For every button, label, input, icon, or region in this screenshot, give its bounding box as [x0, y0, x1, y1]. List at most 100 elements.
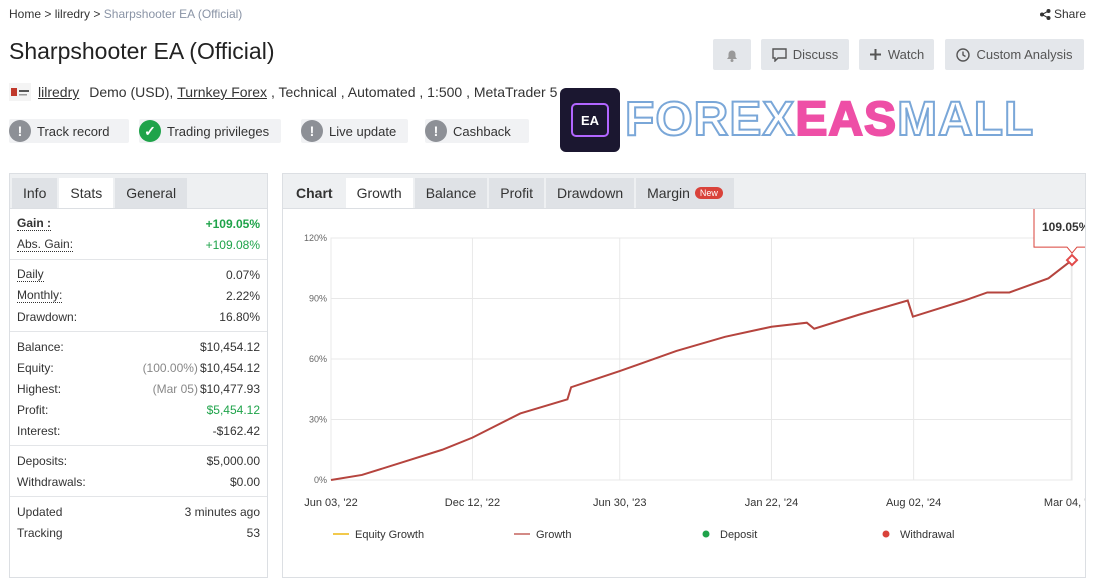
logo-icon: EA — [560, 88, 620, 152]
badge-label: Track record — [37, 123, 110, 139]
analysis-button[interactable]: Custom Analysis — [945, 39, 1084, 70]
tab[interactable]: Info — [12, 178, 58, 208]
stats-row: Balance: $10,454.12 — [10, 336, 267, 357]
stat-label: Daily — [17, 267, 44, 282]
broker-link[interactable]: Turnkey Forex — [177, 84, 267, 100]
tab[interactable]: Growth — [345, 178, 413, 208]
x-tick-label: Dec 12, '22 — [445, 497, 500, 509]
stat-label: Gain : — [17, 216, 52, 231]
tooltip-box — [1033, 209, 1085, 254]
y-tick-label: 90% — [309, 294, 327, 304]
x-tick-label: Mar 04, '25 — [1044, 497, 1085, 509]
y-tick-label: 0% — [314, 475, 327, 485]
chart-panel: Chart Growth Balance Profit Drawdown Margin Ne… — [282, 173, 1086, 578]
stat-label: Balance: — [17, 339, 64, 354]
stat-value: 0.07% — [225, 267, 260, 282]
stat-value-wrap: $5,000.00 — [207, 454, 260, 468]
tab[interactable]: Margin New — [636, 178, 734, 208]
account-info: lilredry Demo (USD), Turnkey Forex, Techni… — [9, 83, 557, 101]
y-tick-label: 120% — [304, 233, 327, 243]
status-icon: ! — [425, 120, 447, 142]
stat-label: Interest: — [17, 423, 61, 438]
stats-row: Daily 0.07% — [10, 264, 267, 285]
stat-note: (100.00%) — [142, 360, 198, 375]
watch-button[interactable]: Watch — [859, 39, 934, 70]
crumb: Sharpshooter EA (Official) — [103, 7, 243, 21]
stat-value-wrap: 16.80% — [219, 310, 260, 324]
stat-value: +109.05% — [205, 216, 260, 231]
crumb[interactable]: lilredry — [54, 7, 91, 21]
legend-label: Equity Growth — [355, 529, 424, 541]
badge[interactable]: ! Track record — [9, 119, 129, 143]
stats-row: Withdrawals: $0.00 — [10, 471, 267, 492]
stats-row: Highest: (Mar 05) $10,477.93 — [10, 378, 267, 399]
logo-part: FOREX — [624, 92, 796, 147]
logo-icon-text: EA — [571, 103, 609, 137]
logo-text: FOREXEASMALL — [624, 92, 1035, 148]
stat-label: Profit: — [17, 402, 49, 417]
account-type: Demo (USD), — [89, 84, 174, 100]
stats-row: Drawdown: 16.80% — [10, 306, 267, 327]
breadcrumb: Home > lilredry > Sharpshooter EA (Offic… — [9, 7, 242, 21]
y-tick-label: 60% — [309, 354, 327, 364]
stat-value: $5,000.00 — [206, 453, 260, 468]
stat-value-wrap: +109.05% — [206, 217, 260, 231]
stat-value-wrap: $5,454.12 — [207, 403, 260, 417]
line-series — [330, 259, 1073, 481]
badge-label: Trading privileges — [167, 123, 270, 139]
tab[interactable]: Stats — [59, 178, 114, 208]
tab[interactable]: General — [115, 178, 188, 208]
status-icon: ! — [301, 120, 323, 142]
stats-row: Equity: (100.00%) $10,454.12 — [10, 357, 267, 378]
stats-row: Profit: $5,454.12 — [10, 399, 267, 420]
discuss-button[interactable]: Discuss — [761, 39, 849, 70]
sep: > — [44, 7, 52, 21]
x-tick-label: Aug 02, '24 — [886, 497, 941, 509]
share[interactable]: Share — [1040, 7, 1086, 21]
stat-label: Withdrawals: — [17, 474, 86, 489]
stat-value-wrap: $0.00 — [230, 475, 260, 489]
stat-value: 53 — [246, 525, 260, 540]
stat-value: $10,454.12 — [199, 360, 260, 375]
share-label: Share — [1054, 7, 1087, 21]
tooltip-x: Mar 05, '25 — [1042, 209, 1085, 210]
stat-value: -$162.42 — [212, 423, 260, 438]
stat-value: 3 minutes ago — [184, 504, 260, 519]
stat-value-wrap: -$162.42 — [213, 424, 260, 438]
tab[interactable]: Drawdown — [545, 178, 635, 208]
stat-label: Highest: — [17, 381, 62, 396]
stat-value: $5,454.12 — [206, 402, 260, 417]
crumb[interactable]: Home — [9, 7, 42, 21]
user-link[interactable]: lilredry — [38, 84, 80, 100]
stats-group: Updated 3 minutes ago Tracking 53 — [10, 497, 267, 547]
icon — [956, 47, 971, 62]
stat-value: +109.08% — [205, 237, 260, 252]
stat-label: Drawdown: — [17, 309, 78, 324]
stats-row: Abs. Gain: +109.08% — [10, 234, 267, 255]
stat-label: Equity: — [17, 360, 54, 375]
stats-row: Deposits: $5,000.00 — [10, 450, 267, 471]
share-icon — [1040, 8, 1051, 20]
stat-value: $0.00 — [229, 474, 260, 489]
badge[interactable]: ! Live update — [301, 119, 408, 143]
badge-label: Cashback — [453, 123, 511, 139]
stat-value-wrap: 2.22% — [226, 289, 260, 303]
badge[interactable]: ✓ Trading privileges — [139, 119, 281, 143]
status-icon: ! — [9, 120, 31, 142]
stats-row: Interest: -$162.42 — [10, 420, 267, 441]
tab[interactable]: Profit — [489, 178, 544, 208]
stat-value-wrap: 0.07% — [226, 268, 260, 282]
point-marker — [1065, 253, 1079, 267]
tab[interactable]: Balance — [414, 178, 488, 208]
button-label: Watch — [887, 47, 925, 62]
tooltip-value: 109.05% — [1042, 220, 1085, 234]
account-details: , Technical , Automated , 1:500 , MetaTr… — [270, 84, 558, 100]
badge[interactable]: ! Cashback — [425, 119, 529, 143]
stats-row: Updated 3 minutes ago — [10, 501, 267, 522]
bell-button[interactable] — [713, 39, 751, 70]
stat-label: Updated — [17, 504, 63, 519]
legend-label: Deposit — [720, 529, 757, 541]
tabs: Chart Growth Balance Profit Drawdown Margin Ne… — [283, 174, 1085, 209]
logo-part: MALL — [896, 92, 1035, 147]
